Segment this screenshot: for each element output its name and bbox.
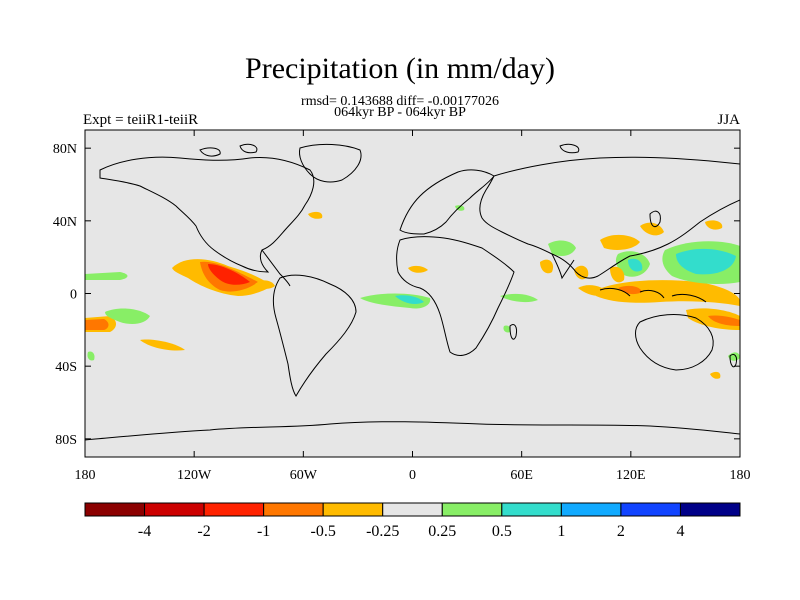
colorbar-swatch [263, 502, 324, 517]
period-subtitle: 064kyr BP - 064kyr BP [334, 105, 466, 120]
colorbar-label: -4 [138, 523, 151, 540]
lon-tick-label: 120W [177, 468, 212, 483]
lat-tick-label: 80S [55, 433, 77, 448]
colorbar-swatch [144, 502, 205, 517]
lat-tick-label: 40N [53, 215, 77, 230]
colorbar-label: 4 [676, 523, 684, 540]
anomaly-atlantic-10n [408, 265, 428, 273]
coast-india [551, 253, 575, 280]
anomaly-atlantic-coast [255, 280, 275, 289]
coast-south-america [272, 274, 357, 397]
anomaly-south-pacific-wet-2 [87, 351, 95, 361]
coast-antarctica [85, 421, 740, 441]
anomaly-central-pacific-north [85, 272, 128, 280]
colorbar-label: 0.5 [492, 523, 512, 540]
colorbar-swatch [501, 502, 562, 517]
colorbar-label: 2 [617, 523, 625, 540]
coast-australia [635, 314, 714, 371]
coast-europe [399, 169, 495, 235]
colorbar-label: 1 [557, 523, 565, 540]
anomaly-fields [85, 205, 740, 379]
colorbar-label: -0.25 [366, 523, 399, 540]
colorbar-swatch [679, 502, 741, 517]
anomaly-southwest-pacific-core [708, 315, 740, 326]
colorbar-label: 0.25 [428, 523, 456, 540]
coast-central-america [261, 249, 291, 287]
map-title: Precipitation (in mm/day) [245, 52, 555, 85]
colorbar-swatch [382, 502, 443, 517]
axis-ticks: 180 120W 60W 0 60E 120E 180 80N 40N 0 40S 80S [53, 130, 751, 483]
anomaly-north-pacific-dry [705, 220, 723, 230]
anomaly-bay-bengal [574, 265, 589, 280]
anomaly-australia-south [710, 371, 721, 379]
colorbar-label: -0.5 [311, 523, 336, 540]
anomaly-western-pacific-core [676, 248, 736, 275]
stats-subtitle: rmsd= 0.143688 diff= -0.00177026 [301, 94, 499, 109]
season-label: JJA [717, 112, 740, 128]
anomaly-east-asia-dry [600, 234, 640, 250]
lon-tick-label: 180 [75, 468, 96, 483]
colorbar-swatch [441, 502, 503, 517]
colorbar: -4 -2 -1 -0.5 -0.25 0.25 0.5 1 2 4 [84, 502, 741, 540]
anomaly-arabian-sea [548, 240, 576, 256]
colorbar-swatch [322, 502, 384, 517]
lat-tick-label: 80N [53, 142, 77, 157]
lat-tick-label: 0 [70, 288, 77, 303]
anomaly-south-china-dry [610, 266, 625, 283]
anomaly-east-pacific-core [208, 264, 250, 285]
colorbar-swatch [560, 502, 622, 517]
anomaly-south-pacific-wet [105, 308, 150, 324]
lon-tick-label: 0 [409, 468, 416, 483]
anomaly-philippines-core [628, 258, 643, 272]
experiment-label: Expt = teiiR1-teiiR [83, 112, 199, 128]
anomaly-west-indian [500, 293, 538, 303]
coast-greenland [299, 143, 362, 183]
colorbar-label: -2 [197, 523, 210, 540]
coast-arctic-islands [199, 143, 580, 157]
colorbar-swatch [203, 502, 265, 517]
anomaly-indian-south-wet [503, 325, 511, 333]
anomaly-india-dry [540, 259, 554, 274]
colorbar-swatch [84, 502, 146, 517]
lon-tick-label: 120E [616, 468, 646, 483]
lon-tick-label: 60W [290, 468, 318, 483]
lon-tick-label: 60E [510, 468, 533, 483]
coastlines [85, 143, 740, 441]
lat-tick-label: 40S [55, 360, 77, 375]
anomaly-japan-dry [640, 222, 664, 236]
anomaly-south-pacific-dry-small [140, 339, 185, 351]
coast-madagascar [509, 323, 517, 340]
anomaly-dateline-south-core [85, 319, 109, 330]
anomaly-atlantic-equator-core [395, 295, 424, 304]
coast-asia [479, 156, 740, 279]
coast-africa [396, 236, 515, 356]
coast-japan [649, 210, 661, 228]
colorbar-label: -1 [257, 523, 270, 540]
coast-north-america [99, 156, 315, 273]
coast-new-zealand [729, 353, 737, 368]
anomaly-gulf-stream [308, 211, 323, 219]
coast-maritime-continent [599, 287, 707, 303]
lon-tick-label: 180 [730, 468, 751, 483]
colorbar-swatch [620, 502, 681, 517]
